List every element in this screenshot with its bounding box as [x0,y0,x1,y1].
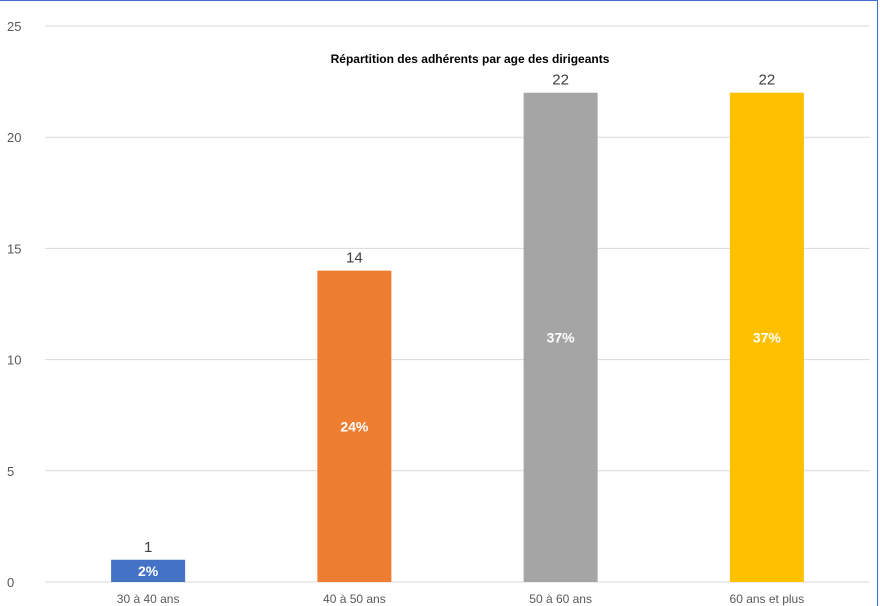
y-tick-label: 10 [7,353,21,368]
bar [317,270,392,582]
y-tick-label: 5 [7,464,14,479]
percent-label: 2% [138,563,159,579]
chart-title: Répartition des adhérents par age des di… [331,52,610,66]
percent-label: 37% [547,329,576,345]
y-tick-label: 0 [7,575,14,590]
value-label: 22 [552,72,569,89]
labels-layer: 0 5 10 15 20 25 1 2% 30 à 40 ans 14 24% 40 à 50 ans… [7,19,804,606]
y-tick-label: 25 [7,19,21,34]
value-label: 22 [759,72,776,89]
category-label: 50 à 60 ans [529,592,592,606]
category-label: 60 ans et plus [730,592,805,606]
percent-label: 24% [340,418,369,434]
y-tick-label: 15 [7,241,21,256]
category-label: 30 à 40 ans [117,592,180,606]
bar [729,92,804,582]
bars-layer [111,92,804,582]
bar [111,559,186,582]
percent-label: 37% [753,329,782,345]
value-label: 14 [346,250,363,267]
bar [523,92,598,582]
category-label: 40 à 50 ans [323,592,386,606]
value-label: 1 [144,539,152,556]
y-tick-label: 20 [7,130,21,145]
